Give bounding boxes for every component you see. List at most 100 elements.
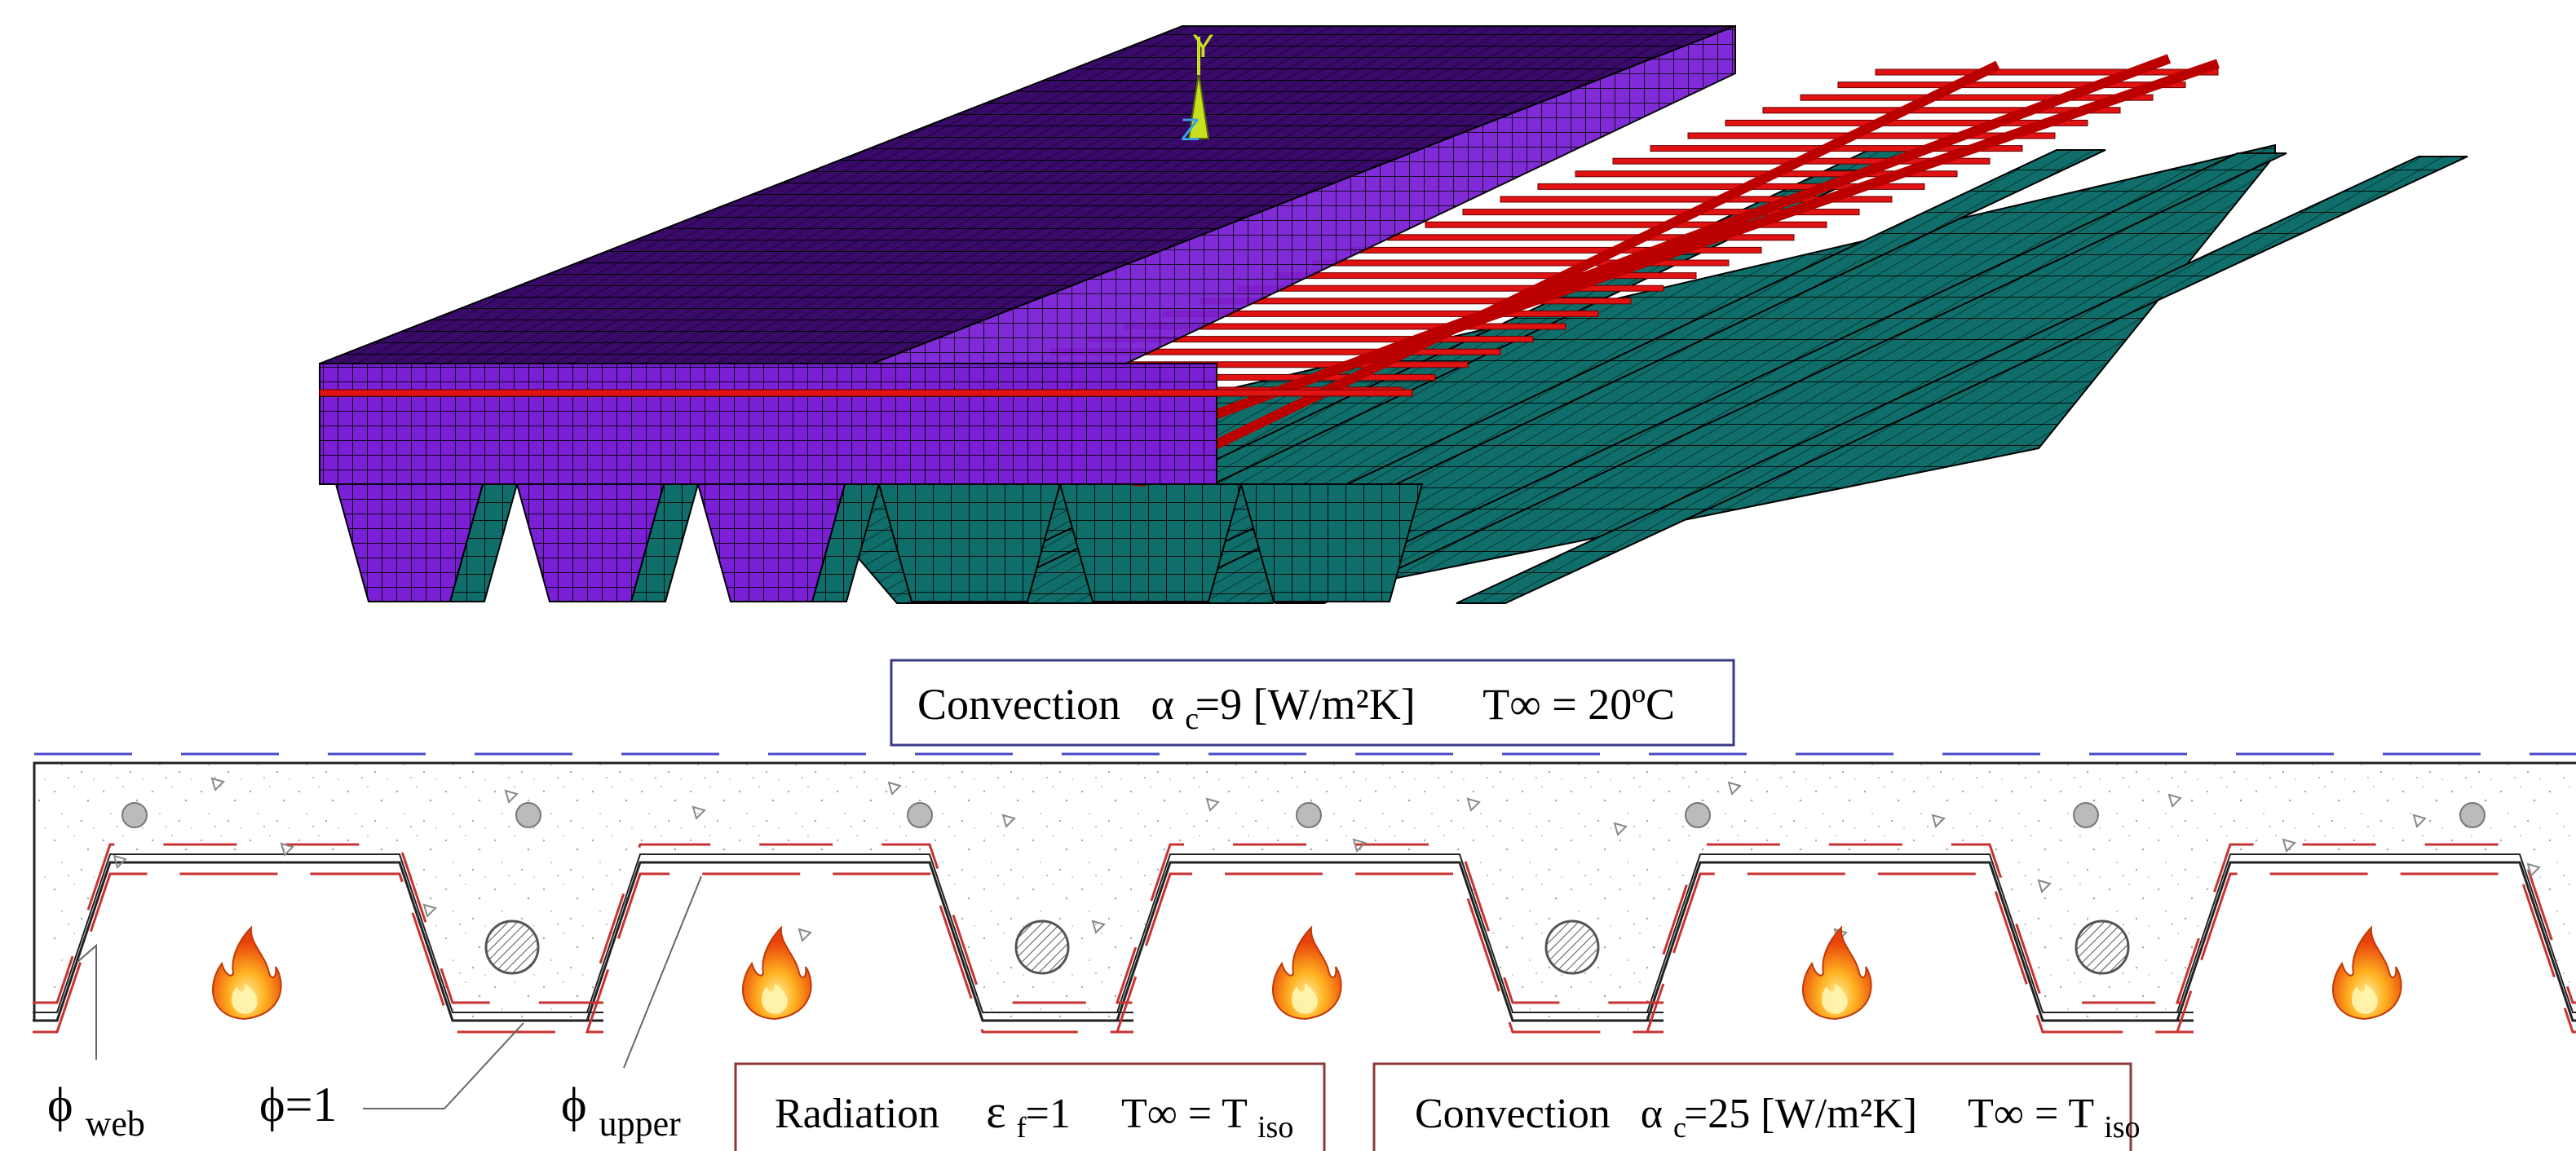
concrete-rib-2 bbox=[515, 483, 665, 602]
flame-core bbox=[1822, 983, 1848, 1014]
concrete-rib-1 bbox=[334, 483, 484, 602]
rebar-transverse-22 bbox=[1725, 119, 2088, 126]
deck-trough-5 bbox=[1058, 483, 1243, 602]
aggregate-tri-4 bbox=[422, 903, 437, 918]
fire-icon-3 bbox=[1271, 925, 1342, 1021]
section-rebar-1 bbox=[484, 919, 540, 975]
aggregate-tri-18 bbox=[2037, 879, 2052, 893]
fire-boundary-lines bbox=[33, 843, 2576, 1034]
concrete-rib-3 bbox=[696, 483, 846, 602]
rebar-longitudinal-3 bbox=[1319, 59, 2220, 380]
concrete-ribs bbox=[334, 483, 846, 602]
aggregate-tri-15 bbox=[1727, 781, 1742, 796]
aggregate-small-6 bbox=[2073, 802, 2099, 828]
aggregate-tri-2 bbox=[210, 777, 225, 792]
axis-y-label: Y bbox=[1192, 29, 1214, 64]
aggregate-tri-5 bbox=[504, 789, 519, 804]
flame-core bbox=[2352, 983, 2378, 1014]
deck-trough-4 bbox=[877, 483, 1062, 602]
fe-model-3d: Y Z bbox=[319, 24, 2468, 604]
fire-icons bbox=[211, 925, 2402, 1021]
label-phi-upper-symbol: ϕ bbox=[561, 1078, 587, 1131]
radiation-tsub: iso bbox=[1257, 1110, 1293, 1144]
rebar-transverse-25 bbox=[1837, 82, 2186, 89]
convection-bottom-text: Convection α c =25 [W/m²K] T∞ = T iso bbox=[1415, 1091, 2141, 1147]
convection-top-value: =9 [W/m²K] bbox=[1195, 680, 1416, 729]
steel-deck-profile-inner bbox=[33, 853, 2576, 1013]
axis-z-label: Z bbox=[1181, 113, 1200, 148]
aggregate-small-5 bbox=[1685, 802, 1711, 828]
aggregate-tri-9 bbox=[1001, 814, 1016, 828]
convection-bottom-tsub: iso bbox=[2104, 1110, 2140, 1144]
rebar-transverse-8 bbox=[1200, 298, 1632, 305]
flame-shape bbox=[1271, 925, 1342, 1021]
convection-bottom-alpha: α bbox=[1641, 1091, 1663, 1137]
deck-rib-strip-3 bbox=[1275, 152, 2287, 604]
convection-top-alpha-sub: c bbox=[1185, 702, 1199, 736]
flame-core bbox=[762, 983, 788, 1014]
aggregate-tri-11 bbox=[1205, 797, 1220, 812]
convection-top-box bbox=[890, 659, 1735, 747]
rebar-transverse-15 bbox=[1462, 209, 1860, 216]
convection-bottom-box bbox=[1372, 1062, 2132, 1151]
convection-bottom-name: Convection bbox=[1415, 1091, 1611, 1137]
fire-icon-5 bbox=[2331, 925, 2402, 1021]
label-phi-web-sub: web bbox=[86, 1104, 145, 1144]
label-phi-web: ϕ web bbox=[47, 1078, 145, 1144]
aggregate-tri-10 bbox=[1091, 919, 1106, 934]
aggregate-tri-21 bbox=[2412, 814, 2427, 828]
label-phi-upper: ϕ upper bbox=[561, 1078, 681, 1144]
rebar-transverse-16 bbox=[1500, 196, 1893, 203]
flame-shape bbox=[1801, 925, 1872, 1021]
convection-top-tvalue: = 20ºC bbox=[1552, 680, 1675, 729]
fire-icon-1 bbox=[211, 925, 282, 1021]
concrete-aggregates bbox=[113, 777, 2541, 942]
aggregate-tri-1 bbox=[113, 854, 127, 869]
convection-top-name: Convection bbox=[917, 680, 1120, 729]
axis-y-arrow bbox=[1187, 73, 1210, 139]
leader-phi-web bbox=[77, 943, 97, 1060]
fire-icon-4 bbox=[1801, 925, 1872, 1021]
leader-phi-upper bbox=[623, 875, 702, 1069]
aggregate-tri-17 bbox=[1931, 814, 1946, 828]
aggregate-tri-12 bbox=[1352, 838, 1367, 853]
slab-outline bbox=[33, 761, 2576, 1021]
aggregate-small-2 bbox=[515, 802, 541, 828]
flame-shape bbox=[2331, 925, 2402, 1021]
leader-lines bbox=[77, 875, 702, 1109]
steel-deck-front-profile bbox=[448, 483, 1424, 602]
rebar-transverse-23 bbox=[1762, 107, 2121, 114]
convection-bottom-tvalue: = T bbox=[2035, 1091, 2093, 1137]
aggregate-small-3 bbox=[907, 802, 933, 828]
section-rebar-3 bbox=[1544, 919, 1600, 975]
aggregate-tri-8 bbox=[887, 781, 902, 796]
convection-bottom-alpha-sub: c bbox=[1673, 1111, 1686, 1144]
section-rebar-4 bbox=[2074, 919, 2130, 975]
axis-triad: Y Z bbox=[1181, 29, 1214, 148]
concrete-slab-front bbox=[319, 363, 1217, 485]
rebar-transverse-24 bbox=[1800, 94, 2154, 101]
radiation-value: =1 bbox=[1026, 1091, 1071, 1137]
rebar-longitudinal-front bbox=[319, 389, 1413, 397]
aggregate-small-1 bbox=[122, 802, 148, 828]
flame-core bbox=[1292, 983, 1318, 1014]
concrete-section bbox=[33, 763, 2576, 1021]
aggregate-small-4 bbox=[1296, 802, 1322, 828]
label-phi-one: ϕ=1 bbox=[259, 1078, 337, 1131]
label-phi-web-symbol: ϕ bbox=[47, 1078, 73, 1131]
rebar-transverse-9 bbox=[1237, 284, 1664, 292]
convection-bottom-tinf: T∞ bbox=[1968, 1091, 2024, 1137]
section-rebar-2 bbox=[1014, 919, 1070, 975]
aggregate-tri-14 bbox=[1613, 822, 1628, 836]
aggregate-small-7 bbox=[2459, 802, 2485, 828]
label-phi-upper-sub: upper bbox=[599, 1104, 682, 1144]
deck-rib-strip-4 bbox=[1456, 156, 2468, 604]
leader-phi-one bbox=[363, 1022, 524, 1109]
fire-icon-2 bbox=[741, 925, 812, 1021]
cross-section-2d: Convection α c =9 [W/m²K] T∞ = 20ºC bbox=[33, 659, 2576, 1151]
radiation-box bbox=[734, 1062, 1326, 1151]
radiation-text: Radiation ε f =1 T∞ = T iso bbox=[775, 1085, 1293, 1147]
section-rebars bbox=[484, 919, 2130, 975]
rebar-transverse-26 bbox=[1875, 68, 2219, 76]
